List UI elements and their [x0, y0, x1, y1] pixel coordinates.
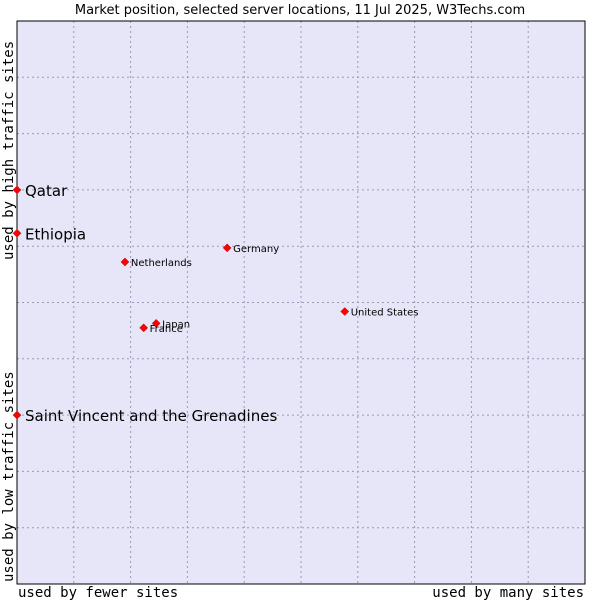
data-points: Qatar Ethiopia Saint Vincent and the Grena… [12, 182, 419, 425]
point-marker-japan [151, 318, 161, 328]
point-label-ethiopia: Ethiopia [25, 225, 86, 243]
point-marker-qatar [12, 185, 22, 195]
x-axis-label-left: used by fewer sites [18, 585, 178, 600]
point-marker-saint-vincent-and-the-grenadines [12, 410, 22, 420]
point-marker-netherlands [120, 257, 130, 267]
point-marker-france [139, 323, 149, 333]
point-label-france: France [150, 324, 183, 335]
point-label-united-states: United States [351, 308, 419, 319]
point-label-netherlands: Netherlands [131, 258, 192, 269]
y-axis-label-top: used by high traffic sites [1, 41, 17, 260]
point-marker-united-states [340, 307, 350, 316]
point-marker-germany [222, 243, 232, 253]
point-label-saint-vincent-and-the-grenadines: Saint Vincent and the Grenadines [25, 407, 277, 425]
plot-border [16, 20, 586, 585]
grid-lines [17, 21, 585, 584]
point-label-germany: Germany [233, 244, 279, 255]
point-label-japan: Japan [161, 319, 190, 330]
point-marker-ethiopia [12, 228, 22, 238]
chart-title: Market position, selected server locatio… [75, 3, 525, 18]
point-label-qatar: Qatar [25, 182, 68, 200]
x-axis-label-right: used by many sites [432, 585, 584, 600]
y-axis-label-bottom: used by low traffic sites [1, 371, 17, 582]
